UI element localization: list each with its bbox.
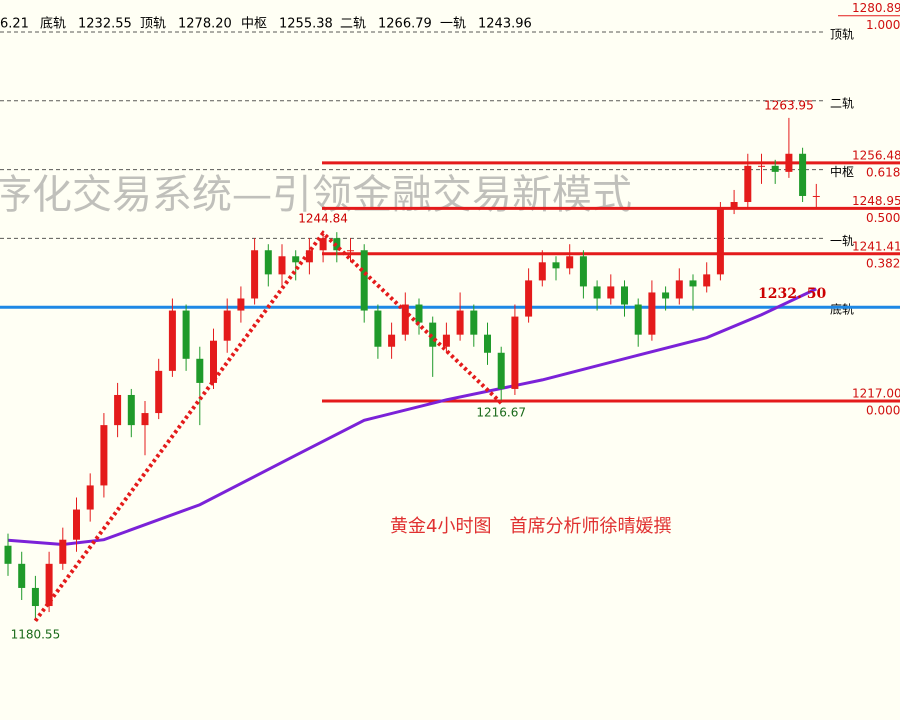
watermark-title: 序化交易系统—引领金融交易新模式 xyxy=(0,172,632,218)
header-fragment: 6.21 xyxy=(0,17,29,32)
candle-body xyxy=(415,304,423,323)
candle-body xyxy=(579,256,587,287)
rail-label: 中枢 xyxy=(830,164,854,179)
candle-body xyxy=(100,425,108,486)
candle-body xyxy=(31,587,39,607)
fib-ratio: 0.618 xyxy=(866,165,900,179)
zigzag-label: 1180.55 xyxy=(11,627,61,641)
candle-body xyxy=(703,274,711,287)
rail-label: 一轨 xyxy=(830,234,854,248)
candle-body xyxy=(305,250,313,263)
candle-body xyxy=(4,545,12,564)
fib-price: 1280.89 xyxy=(852,1,900,15)
header-rail-name: 二轨 xyxy=(340,17,366,32)
fib-price: 1256.48 xyxy=(852,148,900,162)
candle-body xyxy=(237,298,245,311)
candle-body xyxy=(45,563,53,607)
zigzag xyxy=(33,230,503,622)
candle-body xyxy=(648,292,656,335)
candle-body xyxy=(552,262,560,269)
candle-body xyxy=(127,394,135,426)
candle-body xyxy=(442,334,450,347)
candle-body xyxy=(114,394,122,426)
candle-body xyxy=(73,509,80,540)
candle-body xyxy=(662,292,670,299)
candle-body xyxy=(566,256,574,269)
candle-body xyxy=(538,262,546,281)
candle-body xyxy=(607,286,615,299)
candle-body xyxy=(675,280,683,299)
candle-body xyxy=(758,165,765,167)
fib-ratio: 0.000 xyxy=(866,404,900,418)
candle-body xyxy=(210,340,217,383)
candle-body xyxy=(251,250,259,299)
candle-body xyxy=(374,310,382,347)
candle-body xyxy=(785,153,793,172)
candle-body xyxy=(525,280,533,317)
zigzag-label: 1216.67 xyxy=(476,405,526,419)
fib-ratio: 1.000 xyxy=(866,18,900,32)
candle-body xyxy=(319,238,327,251)
candle-body xyxy=(771,165,779,172)
candle-body xyxy=(456,310,464,335)
candle-body xyxy=(497,352,505,389)
ma-label: 1232. 50 xyxy=(758,286,826,302)
candle-body xyxy=(484,334,491,353)
caption: 黄金4小时图 首席分析师徐晴媛撰 xyxy=(390,516,671,537)
candle-body xyxy=(264,250,272,275)
candle-body xyxy=(196,358,204,383)
candle-body xyxy=(634,304,642,335)
candle-body xyxy=(799,153,807,196)
candle-body xyxy=(621,286,628,305)
fib-price: 1217.00 xyxy=(852,387,900,401)
header-rail-value: 1255.38 xyxy=(279,17,333,32)
rail-label: 二轨 xyxy=(830,96,854,110)
candle-body xyxy=(388,334,396,347)
header-rail-value: 1278.20 xyxy=(178,17,232,32)
fib-price: 1248.95 xyxy=(852,194,900,208)
candle-body xyxy=(689,280,697,287)
candle-body xyxy=(511,316,519,389)
candle-body xyxy=(744,165,752,203)
zigzag-label: 1244.84 xyxy=(298,212,348,226)
candle-body xyxy=(593,286,601,299)
rail-label: 顶轨 xyxy=(830,27,854,41)
candle-body xyxy=(168,310,176,371)
candle-body xyxy=(716,208,724,275)
moving-average xyxy=(7,287,817,547)
rail-label: 底轨 xyxy=(830,302,854,317)
candle-body xyxy=(360,250,368,311)
candle-body xyxy=(182,310,190,359)
header-rail-name: 一轨 xyxy=(440,17,466,32)
candle-body xyxy=(278,256,286,275)
candle-body xyxy=(18,563,26,588)
candle-body xyxy=(347,250,354,252)
candle-body xyxy=(401,304,409,335)
fib-price: 1241.41 xyxy=(852,239,900,253)
high-label: 1263.95 xyxy=(764,98,814,112)
candle-body xyxy=(470,310,478,335)
candle-body xyxy=(730,202,738,209)
fib-ratio: 0.500 xyxy=(866,211,900,225)
candle-body xyxy=(292,256,300,263)
candle-body xyxy=(429,322,437,347)
candle-body xyxy=(155,370,163,414)
candle-body xyxy=(223,310,231,341)
header-rail-value: 1266.79 xyxy=(378,17,432,32)
candle-body xyxy=(86,485,94,510)
candle-body xyxy=(59,539,67,564)
header-rail-name: 底轨 xyxy=(40,16,66,32)
header-rail-name: 中枢 xyxy=(241,17,267,32)
header-rail-value: 1243.96 xyxy=(478,17,532,32)
candle-body xyxy=(812,195,820,197)
candle-body xyxy=(141,413,149,426)
header-rail-name: 顶轨 xyxy=(140,17,166,32)
header-rail-value: 1232.55 xyxy=(78,17,132,32)
fib-ratio: 0.382 xyxy=(866,256,900,270)
